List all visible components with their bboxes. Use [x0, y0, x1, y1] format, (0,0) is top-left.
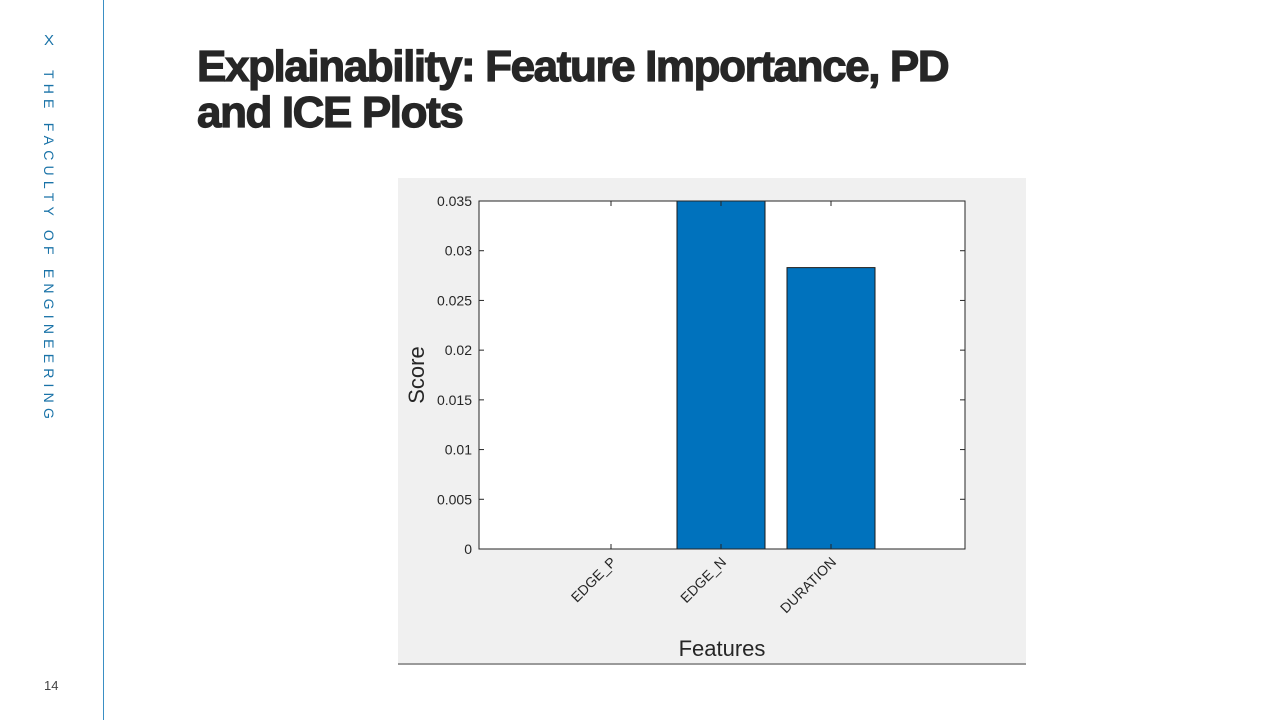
- axes-box: [478, 200, 966, 550]
- brand-strip: X THE FACULTY OF ENGINEERING: [38, 32, 64, 452]
- y-tick-label: 0.005: [437, 491, 472, 507]
- slide-title: Explainability: Feature Importance, PD a…: [196, 42, 1197, 137]
- y-axis-label: Score: [404, 346, 429, 403]
- y-tick-label: 0: [464, 541, 472, 557]
- y-tick-label: 0.035: [437, 193, 472, 209]
- bar-duration: [786, 267, 876, 550]
- slide-title-line-1: Explainability: Feature Importance, PD: [196, 42, 950, 91]
- x-axis-label: Features: [679, 636, 766, 661]
- y-tick-label: 0.02: [445, 342, 472, 358]
- page-number: 14: [44, 678, 59, 693]
- y-tick-label: 0.01: [445, 442, 472, 458]
- brand-text: THE FACULTY OF ENGINEERING: [41, 70, 57, 425]
- y-tick-label: 0.015: [437, 392, 472, 408]
- feature-importance-figure: 0 0.005 0.01 0.015 0.02 0.025 0.03 0.035 EDGE_P…: [384, 178, 1032, 674]
- sidebar-divider: [103, 0, 104, 720]
- brand-x-logo: X: [44, 32, 55, 49]
- y-tick-label: 0.03: [445, 243, 472, 259]
- bar-edge-n: [676, 200, 766, 550]
- y-tick-label: 0.025: [437, 292, 472, 308]
- slide-title-line-2: and ICE Plots: [196, 88, 464, 137]
